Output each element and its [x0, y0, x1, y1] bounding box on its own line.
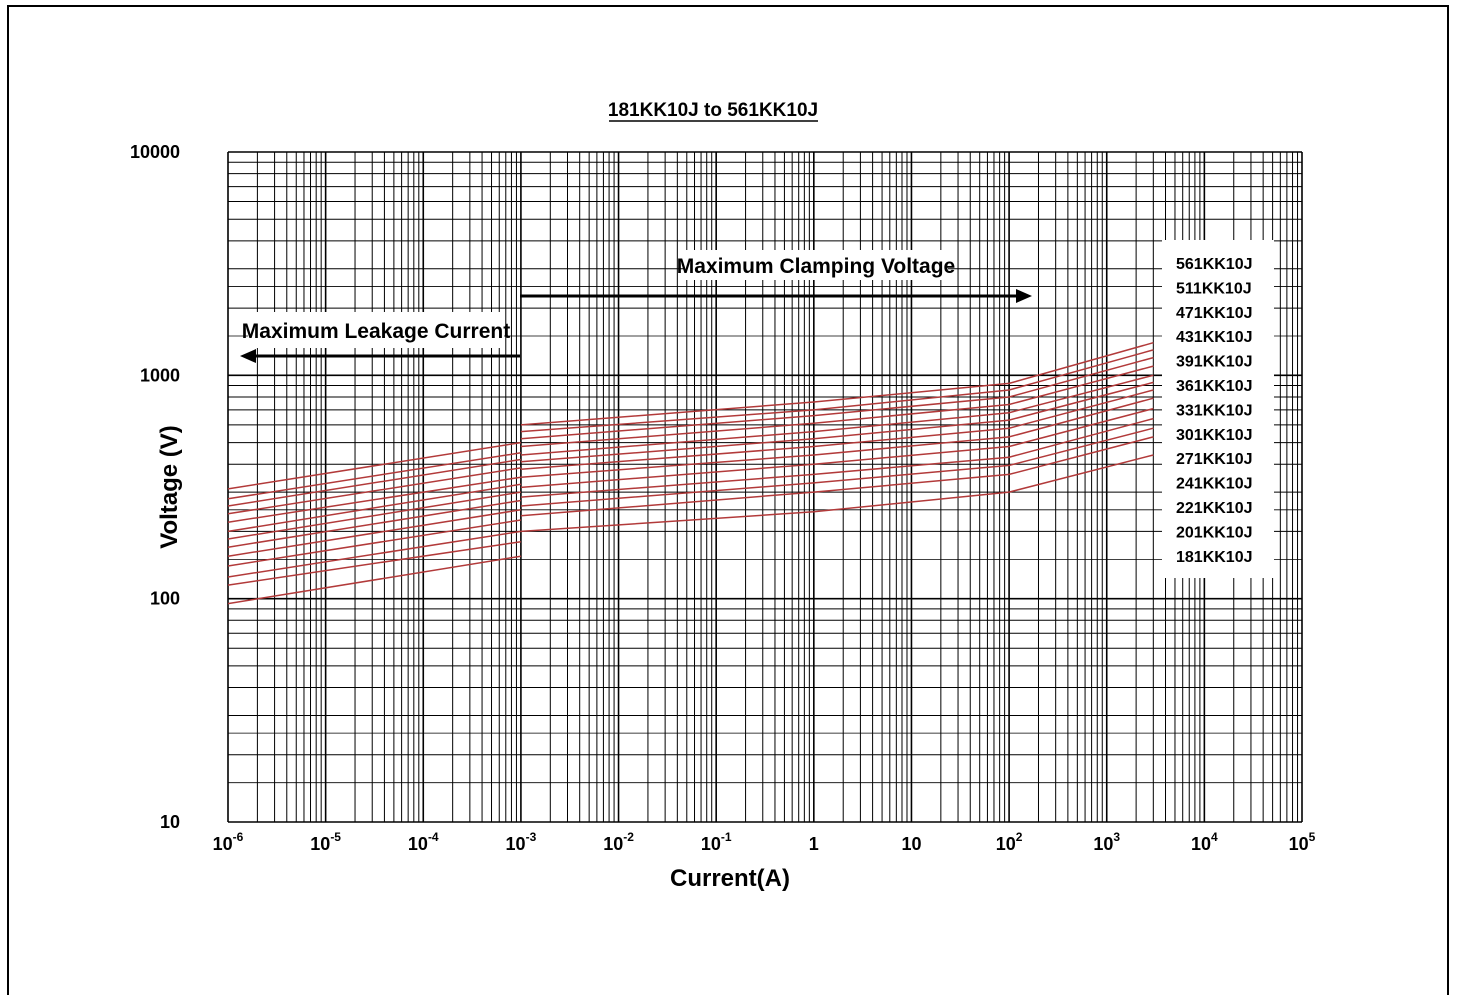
series-line-221KK10J-clamping: [520, 427, 1154, 507]
series-line-181KK10J-leakage: [227, 555, 522, 605]
legend-item: 221KK10J: [1176, 500, 1253, 517]
series-line-241KK10J-leakage: [227, 519, 522, 567]
legend-item: 181KK10J: [1176, 549, 1253, 566]
series-line-561KK10J-leakage: [227, 441, 522, 490]
series-line-221KK10J-leakage: [227, 530, 522, 578]
legend-item: 391KK10J: [1176, 354, 1253, 371]
legend-item: 561KK10J: [1176, 256, 1253, 273]
series-line-561KK10J-clamping: [520, 341, 1154, 426]
legend-box: [1162, 240, 1274, 578]
y-tick-label: 10: [160, 812, 180, 832]
y-axis-label: Voltage (V): [156, 425, 183, 549]
plot-curves: [227, 341, 1154, 605]
series-line-301KK10J-clamping: [520, 397, 1154, 478]
legend-item: 271KK10J: [1176, 451, 1253, 468]
series-line-271KK10J-leakage: [227, 509, 522, 557]
x-axis-label: Current(A): [670, 865, 790, 892]
x-tick-label: 10-4: [408, 830, 439, 854]
x-tick-label: 105: [1289, 830, 1316, 854]
series-line-471KK10J-leakage: [227, 458, 522, 507]
chart-frame: [7, 5, 1449, 995]
series-line-181KK10J-clamping: [520, 454, 1154, 533]
series-line-361KK10J-leakage: [227, 483, 522, 533]
series-line-241KK10J-clamping: [520, 417, 1154, 498]
x-tick-label: 104: [1191, 830, 1218, 854]
legend-item: 331KK10J: [1176, 402, 1253, 419]
series-line-201KK10J-leakage: [227, 540, 522, 586]
series-line-391KK10J-clamping: [520, 374, 1154, 456]
series-line-391KK10J-leakage: [227, 476, 522, 523]
series-line-301KK10J-leakage: [227, 499, 522, 548]
x-tick-label: 10-5: [310, 830, 341, 854]
series-line-201KK10J-clamping: [520, 436, 1154, 517]
chart-title: 181KK10J to 561KK10J: [608, 100, 818, 121]
leakage-label-bg: [248, 312, 504, 348]
x-tick-label: 1: [809, 834, 819, 854]
series-line-511KK10J-leakage: [227, 452, 522, 500]
legend-item: 201KK10J: [1176, 524, 1253, 541]
series-line-361KK10J-clamping: [520, 381, 1154, 463]
annotation-clamping: Maximum Clamping Voltage: [677, 255, 956, 278]
x-tick-label: 10-2: [603, 830, 634, 854]
series-line-471KK10J-clamping: [520, 356, 1154, 440]
series-line-431KK10J-clamping: [520, 365, 1154, 448]
series-line-271KK10J-clamping: [520, 407, 1154, 489]
clamping-label-bg: [684, 250, 948, 280]
clamping-arrow-head: [1016, 289, 1032, 303]
legend-item: 511KK10J: [1176, 280, 1252, 297]
plot-annotations: Maximum Clamping Voltage Maximum Leakage …: [240, 250, 1032, 363]
legend-item: 361KK10J: [1176, 378, 1253, 395]
legend-item: 471KK10J: [1176, 305, 1253, 322]
x-tick-label: 10-1: [701, 830, 732, 854]
x-tick-label: 10-6: [213, 830, 244, 854]
y-tick-label: 1000: [140, 365, 180, 385]
x-tick-label: 103: [1093, 830, 1120, 854]
y-tick-label: 10000: [130, 142, 180, 162]
x-tick-label: 10: [901, 834, 921, 854]
legend-item: 301KK10J: [1176, 427, 1253, 444]
y-tick-label: 100: [150, 589, 180, 609]
legend: 561KK10J 511KK10J 471KK10J 431KK10J 391KK10J…: [1162, 240, 1274, 578]
y-tick-labels: 10000 1000 100 10: [130, 142, 180, 832]
series-line-511KK10J-clamping: [520, 349, 1154, 433]
leakage-arrow-head: [240, 349, 256, 363]
series-line-331KK10J-leakage: [227, 491, 522, 540]
series-line-331KK10J-clamping: [520, 389, 1154, 470]
x-tick-labels: 10-6 10-5 10-4 10-3 10-2 10-1 1 10 102 103 104 105: [213, 830, 1316, 854]
legend-item: 431KK10J: [1176, 329, 1253, 346]
series-line-431KK10J-leakage: [227, 467, 522, 515]
legend-item: 241KK10J: [1176, 476, 1253, 493]
annotation-leakage: Maximum Leakage Current: [242, 320, 510, 343]
x-tick-label: 10-3: [506, 830, 537, 854]
x-tick-label: 102: [996, 830, 1023, 854]
